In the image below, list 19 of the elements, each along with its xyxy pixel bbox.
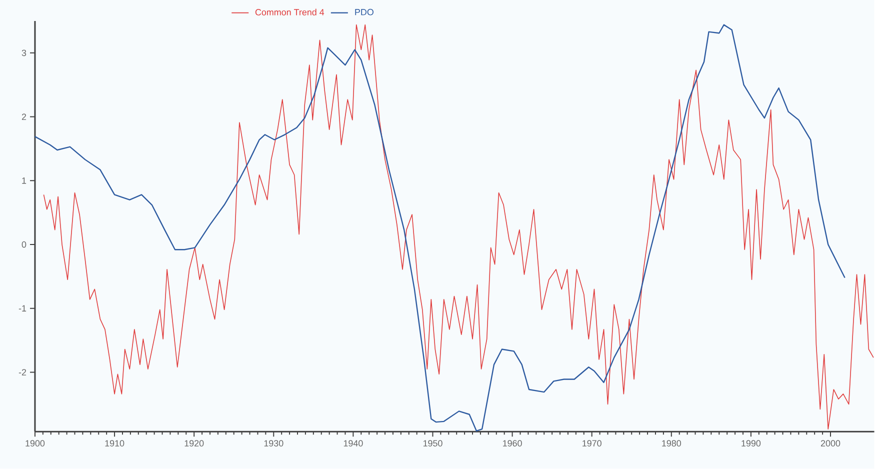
x-tick-label: 1900 bbox=[26, 440, 45, 447]
y-tick-label: 1 bbox=[22, 178, 26, 184]
x-tick-label: 1940 bbox=[344, 440, 363, 447]
x-tick-label: 1930 bbox=[264, 440, 284, 447]
x-tick-label: 1980 bbox=[662, 440, 682, 447]
x-tick-label: 2000 bbox=[820, 440, 840, 447]
y-tick-label: 0 bbox=[22, 242, 26, 248]
x-tick-label: 1920 bbox=[184, 440, 204, 447]
x-tick-label: 1950 bbox=[423, 440, 442, 447]
x-tick-label: 1970 bbox=[582, 440, 602, 447]
legend-label: PDO bbox=[355, 9, 374, 16]
legend-label: Common Trend 4 bbox=[255, 9, 324, 16]
y-tick-label: -2 bbox=[18, 369, 26, 376]
y-tick-label: -1 bbox=[18, 305, 26, 312]
x-tick-label: 1960 bbox=[503, 440, 522, 447]
y-tick-label: 3 bbox=[22, 50, 26, 56]
x-tick-label: 1990 bbox=[742, 440, 761, 447]
x-tick-label: 1910 bbox=[105, 440, 124, 447]
y-tick-label: 2 bbox=[22, 114, 26, 120]
